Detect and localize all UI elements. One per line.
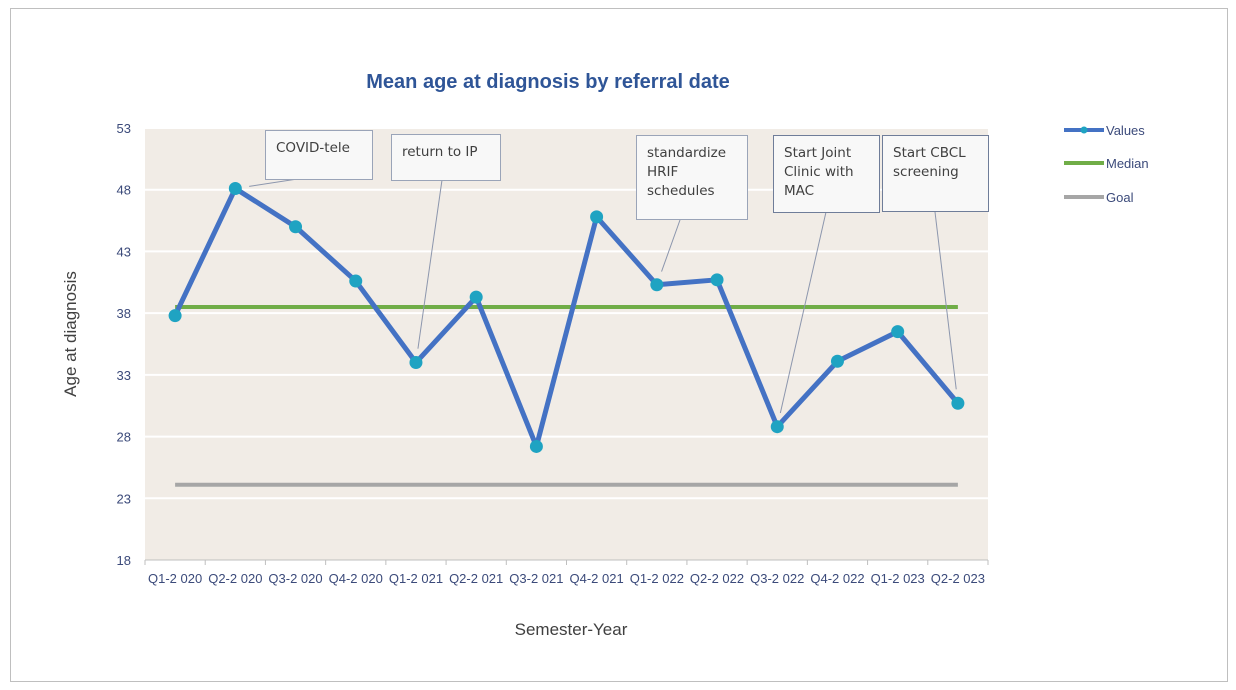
x-tick-label: Q1-2 020 xyxy=(148,571,202,586)
x-tick-label: Q3-2 021 xyxy=(509,571,563,586)
data-point xyxy=(289,220,303,234)
data-point xyxy=(590,210,604,224)
annotation-covid-tele: COVID-tele xyxy=(265,130,373,180)
x-tick-label: Q2-2 022 xyxy=(690,571,744,586)
annotation-joint-clinic: Start Joint Clinic with MAC xyxy=(773,135,880,213)
legend-item-goal: Goal xyxy=(1064,190,1134,205)
legend-label-values: Values xyxy=(1106,123,1145,138)
data-point xyxy=(951,396,965,410)
annotation-leader-lines xyxy=(249,175,957,414)
x-tick-label: Q3-2 022 xyxy=(750,571,804,586)
x-tick-label: Q1-2 023 xyxy=(871,571,925,586)
data-point xyxy=(228,181,242,195)
data-point xyxy=(891,325,905,339)
data-point xyxy=(409,356,423,370)
annotation-leader-line xyxy=(934,211,957,390)
x-axis-label: Semester-Year xyxy=(515,620,628,639)
x-tick-label: Q1-2 021 xyxy=(389,571,443,586)
annotation-return-to-ip: return to IP xyxy=(391,134,501,181)
y-tick-label: 33 xyxy=(117,368,131,383)
annotation-cbcl-screening: Start CBCL screening xyxy=(882,135,989,212)
y-tick-label: 53 xyxy=(117,121,131,136)
annotation-standardize-hrif: standardize HRIF schedules xyxy=(636,135,748,220)
y-tick-label: 43 xyxy=(117,244,131,259)
series-line-values xyxy=(172,185,960,449)
series-group xyxy=(168,181,965,487)
data-point xyxy=(349,274,363,288)
legend-marker-values xyxy=(1080,126,1088,134)
data-point xyxy=(168,309,182,323)
x-tick-label: Q2-2 021 xyxy=(449,571,503,586)
data-point xyxy=(529,439,543,453)
y-tick-label: 18 xyxy=(117,553,131,568)
x-tick-label: Q4-2 020 xyxy=(329,571,383,586)
legend: Values Median Goal xyxy=(1064,123,1149,205)
annotation-leader-line xyxy=(417,179,443,349)
x-tick-label: Q1-2 022 xyxy=(630,571,684,586)
x-tick-label: Q4-2 021 xyxy=(570,571,624,586)
y-tick-label: 23 xyxy=(117,491,131,506)
legend-label-median: Median xyxy=(1106,156,1149,171)
x-tick-label: Q4-2 022 xyxy=(810,571,864,586)
legend-item-median: Median xyxy=(1064,156,1149,171)
y-tick-label: 48 xyxy=(117,183,131,198)
y-axis-ticks: 18 23 28 33 38 43 48 53 xyxy=(117,121,131,568)
annotation-leader-line xyxy=(779,211,827,414)
x-axis-ticks: Q1-2 020 Q2-2 020 Q3-2 020 Q4-2 020 Q1-2 021… xyxy=(144,560,989,586)
chart-title: Mean age at diagnosis by referral date xyxy=(366,71,729,93)
y-tick-label: 38 xyxy=(117,306,131,321)
annotation-leader-line xyxy=(661,219,681,272)
legend-item-values: Values xyxy=(1064,123,1145,138)
x-tick-label: Q2-2 023 xyxy=(931,571,985,586)
y-tick-label: 28 xyxy=(117,430,131,445)
data-point xyxy=(650,278,664,292)
x-tick-label: Q2-2 020 xyxy=(208,571,262,586)
data-point xyxy=(830,354,844,368)
data-point xyxy=(469,290,483,304)
legend-label-goal: Goal xyxy=(1106,190,1134,205)
data-point xyxy=(710,273,724,287)
x-tick-label: Q3-2 020 xyxy=(268,571,322,586)
y-axis-label: Age at diagnosis xyxy=(61,271,80,397)
data-point xyxy=(770,420,784,434)
